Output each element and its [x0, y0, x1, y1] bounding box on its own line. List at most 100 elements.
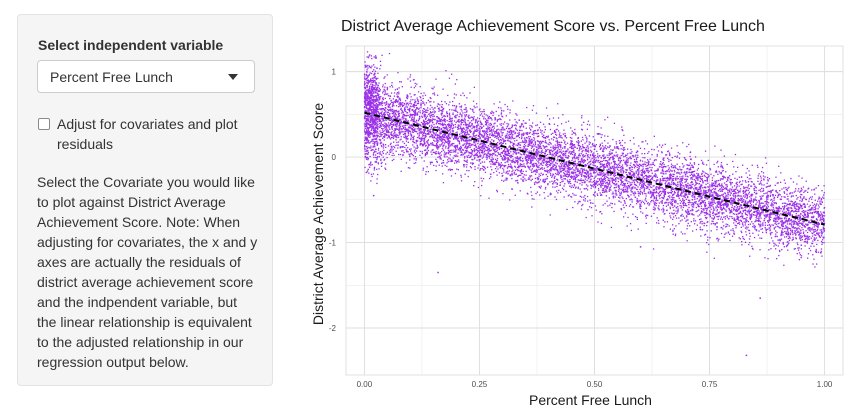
scatter-point	[605, 160, 607, 162]
scatter-point	[486, 135, 488, 138]
scatter-point	[756, 213, 758, 215]
scatter-point	[364, 98, 366, 100]
scatter-point	[496, 149, 498, 152]
scatter-point	[605, 148, 608, 150]
scatter-point	[480, 113, 483, 115]
scatter-point	[800, 212, 802, 215]
scatter-point	[454, 162, 456, 164]
adjust-covariates-checkbox[interactable]	[38, 118, 50, 130]
scatter-point	[479, 154, 482, 156]
independent-variable-select[interactable]: Percent Free Lunch	[37, 60, 255, 93]
scatter-point	[534, 143, 537, 146]
scatter-point	[571, 171, 573, 173]
scatter-point	[656, 222, 658, 224]
scatter-point	[823, 185, 825, 187]
scatter-point	[494, 168, 497, 170]
scatter-point	[370, 93, 372, 95]
scatter-point	[784, 182, 786, 184]
scatter-point	[584, 200, 586, 202]
scatter-point	[378, 112, 380, 115]
scatter-point	[425, 171, 427, 173]
scatter-point	[642, 186, 644, 188]
scatter-point	[771, 198, 773, 201]
scatter-point	[670, 199, 672, 201]
scatter-point	[423, 139, 426, 141]
scatter-point	[785, 186, 787, 189]
scatter-point	[484, 149, 486, 151]
scatter-point	[638, 168, 640, 170]
scatter-point	[549, 192, 552, 194]
scatter-point	[685, 186, 688, 188]
scatter-point	[375, 57, 377, 59]
adjust-covariates-label[interactable]: Adjust for covariates and plot residuals	[57, 116, 238, 152]
scatter-point	[379, 130, 381, 132]
scatter-point	[820, 231, 822, 234]
scatter-point	[702, 181, 704, 183]
scatter-point	[557, 192, 559, 194]
scatter-point	[538, 127, 541, 129]
scatter-point	[639, 203, 641, 205]
scatter-point	[443, 115, 446, 117]
scatter-point	[444, 120, 446, 122]
scatter-point	[423, 132, 425, 134]
scatter-point	[413, 113, 416, 115]
scatter-point	[628, 173, 631, 175]
scatter-point	[755, 187, 757, 189]
scatter-point	[578, 154, 580, 156]
scatter-point	[706, 173, 708, 175]
scatter-point	[540, 131, 542, 133]
scatter-point	[707, 189, 709, 192]
scatter-point	[771, 231, 773, 234]
scatter-point	[664, 166, 667, 168]
scatter-point	[785, 188, 787, 191]
scatter-point	[398, 118, 400, 120]
scatter-point	[616, 177, 619, 179]
scatter-point	[443, 155, 445, 157]
scatter-point	[384, 158, 386, 160]
scatter-point	[741, 244, 743, 246]
scatter-point	[714, 188, 716, 191]
scatter-point	[461, 116, 463, 118]
scatter-point	[503, 123, 505, 125]
scatter-point	[388, 126, 390, 128]
scatter-point	[712, 209, 715, 211]
scatter-point	[522, 125, 525, 127]
scatter-point	[778, 227, 781, 229]
scatter-point	[753, 187, 755, 189]
scatter-point	[630, 162, 632, 164]
scatter-point	[746, 214, 749, 216]
scatter-point	[464, 157, 466, 159]
scatter-point	[605, 163, 608, 165]
scatter-point	[600, 211, 602, 213]
scatter-point	[677, 194, 679, 196]
scatter-point	[503, 139, 505, 142]
scatter-point	[794, 201, 796, 203]
scatter-point	[487, 151, 489, 153]
scatter-point	[730, 184, 732, 186]
scatter-point	[505, 150, 507, 152]
scatter-point	[658, 188, 660, 190]
scatter-point	[485, 123, 488, 125]
scatter-point	[770, 209, 772, 212]
scatter-point	[475, 137, 477, 139]
scatter-point	[555, 129, 557, 131]
scatter-point	[468, 144, 471, 146]
scatter-point	[473, 148, 475, 150]
scatter-point	[700, 212, 702, 215]
scatter-point	[586, 147, 588, 149]
scatter-point	[799, 191, 801, 193]
scatter-point	[366, 139, 369, 141]
scatter-point	[790, 228, 792, 230]
scatter-point	[700, 159, 703, 162]
scatter-point	[582, 168, 584, 171]
scatter-point	[603, 163, 606, 165]
scatter-point	[593, 158, 596, 161]
scatter-point	[786, 241, 788, 243]
scatter-point	[686, 215, 688, 217]
scatter-point	[552, 145, 554, 147]
scatter-point	[549, 194, 551, 196]
scatter-point	[565, 162, 567, 164]
scatter-point	[567, 120, 570, 122]
scatter-point	[697, 179, 699, 181]
scatter-point	[817, 234, 819, 236]
